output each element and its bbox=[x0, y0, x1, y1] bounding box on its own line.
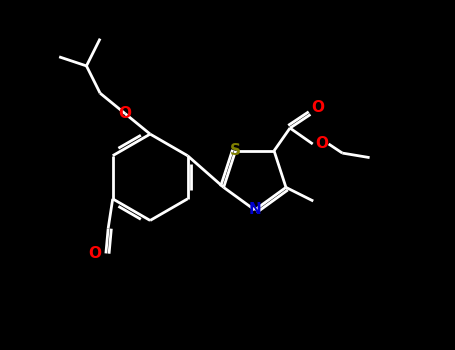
Text: O: O bbox=[315, 136, 329, 152]
Text: N: N bbox=[248, 203, 261, 217]
Text: S: S bbox=[230, 143, 241, 158]
Text: O: O bbox=[88, 246, 101, 261]
Text: O: O bbox=[119, 106, 131, 121]
Text: O: O bbox=[311, 100, 324, 115]
